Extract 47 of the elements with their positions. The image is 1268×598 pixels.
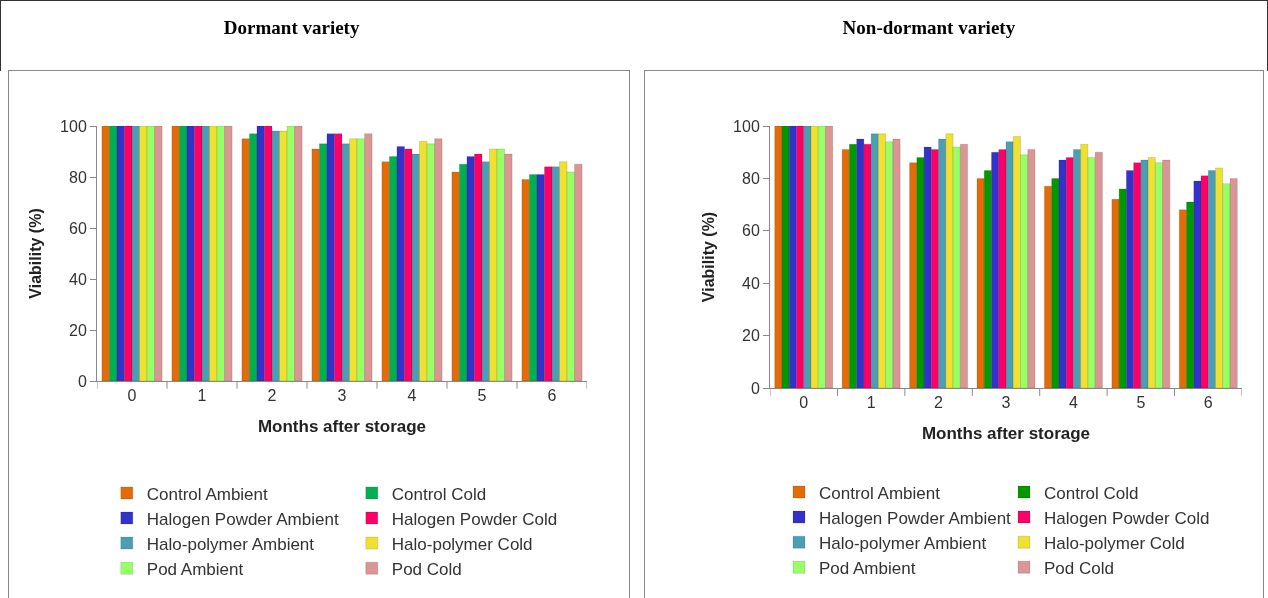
y-axis-title: Viability (%) xyxy=(27,208,44,299)
x-tick-label: 6 xyxy=(547,387,557,405)
x-tick-label: 5 xyxy=(1136,394,1146,412)
x-tick-label: 1 xyxy=(197,387,207,405)
x-tick-label: 5 xyxy=(477,387,487,405)
y-tick-label: 40 xyxy=(69,270,87,288)
chart-title: Dormant variety xyxy=(223,16,360,38)
legend-label: Halogen Powder Cold xyxy=(391,509,558,529)
legend-label: Pod Cold xyxy=(391,559,462,579)
y-tick-label: 80 xyxy=(69,168,87,186)
legend-label: Halo-polymer Cold xyxy=(1044,533,1185,553)
legend-label: Control Ambient xyxy=(146,484,269,504)
legend-label: Pod Cold xyxy=(1044,558,1114,578)
legend-label: Pod Ambient xyxy=(819,558,916,578)
x-tick-label: 6 xyxy=(1203,394,1213,412)
y-tick-label: 100 xyxy=(60,117,87,135)
legend-label: Halogen Powder Ambient xyxy=(146,509,339,529)
y-tick-label: 20 xyxy=(742,327,760,345)
chart-title: Non-dormant variety xyxy=(842,16,1016,38)
y-tick-label: 20 xyxy=(69,321,87,339)
legend-label: Pod Ambient xyxy=(146,559,244,579)
x-axis-title: Months after storage xyxy=(257,416,427,436)
legend-label: Halo-polymer Ambient xyxy=(819,533,987,553)
legend-label: Halo-polymer Ambient xyxy=(146,534,315,554)
y-tick-label: 0 xyxy=(77,372,87,390)
legend-label: Control Cold xyxy=(1044,483,1139,503)
x-tick-label: 3 xyxy=(337,387,347,405)
legend-label: Halogen Powder Ambient xyxy=(819,508,1012,528)
y-tick-label: 40 xyxy=(742,274,760,292)
x-tick-label: 1 xyxy=(866,394,876,412)
y-tick-label: 100 xyxy=(733,117,760,135)
y-tick-label: 80 xyxy=(742,170,760,187)
legend-label: Control Ambient xyxy=(819,483,941,503)
x-tick-label: 0 xyxy=(127,387,137,405)
x-tick-label: 3 xyxy=(1001,394,1011,412)
legend-label: Halogen Powder Cold xyxy=(1044,508,1210,528)
y-tick-label: 60 xyxy=(69,219,87,237)
legend-label: Halo-polymer Cold xyxy=(391,534,533,554)
y-tick-label: 60 xyxy=(742,222,760,240)
x-tick-label: 2 xyxy=(267,387,277,405)
x-tick-label: 4 xyxy=(407,387,417,405)
legend-label: Control Cold xyxy=(391,484,487,504)
x-axis-title: Months after storage xyxy=(921,423,1091,443)
x-tick-label: 4 xyxy=(1068,394,1078,412)
y-axis-title: Viability (%) xyxy=(700,211,717,303)
x-tick-label: 2 xyxy=(934,394,944,412)
x-tick-label: 0 xyxy=(799,394,809,412)
